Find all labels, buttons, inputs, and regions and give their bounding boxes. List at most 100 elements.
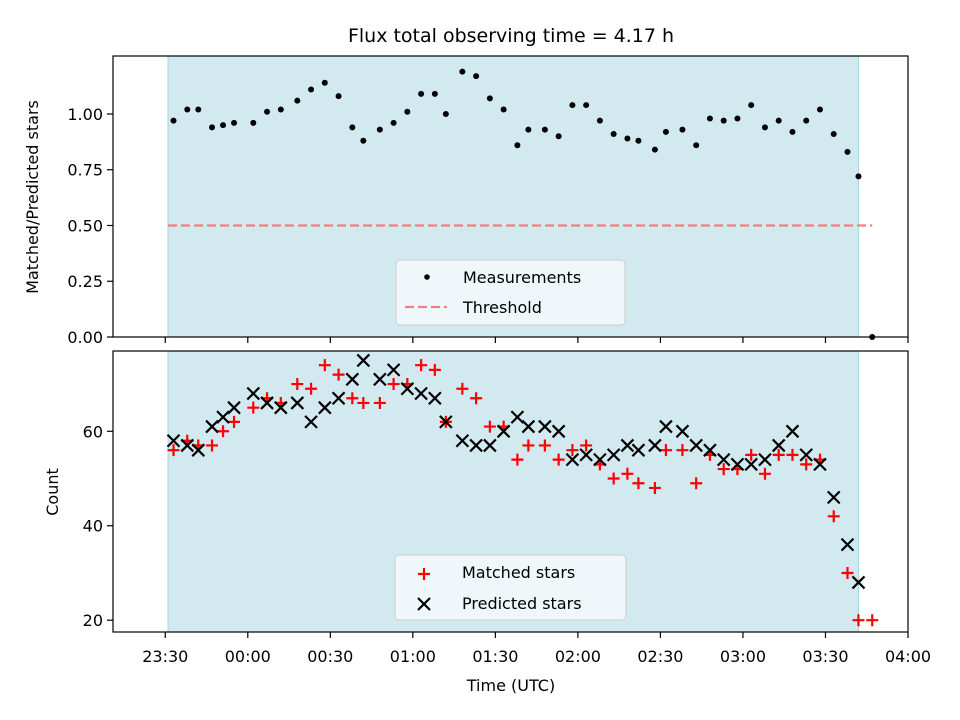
x-axis-label: Time (UTC) [466,676,555,695]
measurement-point [404,108,411,115]
measurement-point [830,131,837,138]
matched-star-point [852,614,865,627]
measurement-point [541,126,548,133]
matched-star-point [511,453,524,466]
predicted-star-point [455,433,470,448]
measurement-point [321,79,328,86]
predicted-stars-points [166,353,866,590]
predicted-star-point [840,537,855,552]
predicted-star-point [659,419,673,434]
matched-star-point [456,382,469,395]
measurement-point [662,128,669,135]
top-y-tick-label: 1.00 [67,105,103,124]
x-tick-label: 01:00 [390,647,436,666]
measurement-point [209,124,216,131]
bottom-x-ticks: 23:30 00:00 00:30 01:00 01:30 02:00 02:30 03:00… [142,632,931,666]
top-y-tick-label: 0.75 [67,161,103,180]
bottom-y-tick-label: 60 [83,422,103,441]
predicted-star-point [356,353,371,368]
matched-star-point [228,415,241,428]
matched-star-point [676,444,689,457]
predicted-star-point [510,410,525,424]
predicted-star-point [180,438,195,453]
measurement-point [294,97,301,104]
matched-star-point [552,453,565,466]
x-tick-label: 00:00 [225,647,271,666]
predicted-star-point [373,372,387,387]
matched-star-point [621,467,634,480]
top-legend: Measurements Threshold [395,259,626,326]
measurement-point [250,119,257,126]
matched-star-point [217,425,230,438]
measurement-point [442,110,449,117]
matched-star-point [305,382,318,395]
measurement-point [525,126,532,133]
matched-star-point [483,420,496,433]
matched-star-point [841,566,854,579]
measurement-point [264,108,271,115]
measurement-point [761,124,768,131]
predicted-star-point [631,443,646,457]
measurement-point [170,117,177,124]
matched-star-point [206,439,219,452]
legend-measurements-label: Measurements [463,268,581,287]
predicted-star-point [414,386,428,401]
predicted-star-point [166,433,181,448]
matched-star-point [566,444,579,457]
legend-plus-icon [418,568,430,580]
matched-star-point [522,439,535,452]
matched-star-point [580,439,593,452]
matched-star-point [717,463,730,476]
predicted-star-point [260,396,274,410]
predicted-star-point [345,372,360,387]
top-y-ticks: 0.00 0.25 0.50 0.75 1.00 [67,105,113,347]
measurement-point [775,117,782,124]
matched-star-point [659,444,672,457]
measurement-point [610,131,617,138]
predicted-star-point [538,419,552,434]
x-tick-label: 03:30 [802,647,848,666]
measurement-point [583,102,590,109]
bottom-y-tick-label: 40 [83,517,103,536]
measurement-point [734,115,741,122]
matched-star-point [332,368,345,381]
measurement-point [816,106,823,113]
matched-star-point [866,614,879,627]
bottom-legend-box [394,554,627,621]
matched-star-point [758,467,771,480]
predicted-star-point [521,419,536,434]
matched-star-point [346,392,359,405]
predicted-star-point [606,448,621,462]
measurement-point [277,106,284,113]
measurement-point [844,148,851,155]
matched-star-point [827,510,840,523]
measurement-point [431,90,438,97]
predicted-star-point [716,452,731,467]
measurement-point [376,126,383,133]
top-y-tick-label: 0.00 [67,328,103,347]
x-tick-label: 01:30 [472,647,518,666]
predicted-star-point [648,438,662,453]
predicted-star-point [274,400,288,415]
predicted-star-point [439,415,453,429]
measurement-point [349,124,356,131]
predicted-star-point [290,396,305,410]
predicted-star-point [227,400,241,415]
matched-star-point [167,444,180,457]
predicted-star-point [551,424,566,439]
legend-dot-icon [424,274,430,280]
measurement-point [308,86,315,93]
predicted-star-point [593,452,607,467]
measurement-point [184,106,191,113]
predicted-star-point [191,443,206,457]
measurement-point [748,102,755,109]
matched-star-point [607,472,620,485]
top-y-tick-label: 0.25 [67,272,103,291]
x-tick-label: 02:30 [637,647,683,666]
predicted-star-point [428,391,442,406]
predicted-star-point [205,419,219,434]
measurement-point [624,135,631,142]
x-tick-label: 23:30 [142,647,188,666]
bottom-y-axis-label: Count [43,468,62,516]
